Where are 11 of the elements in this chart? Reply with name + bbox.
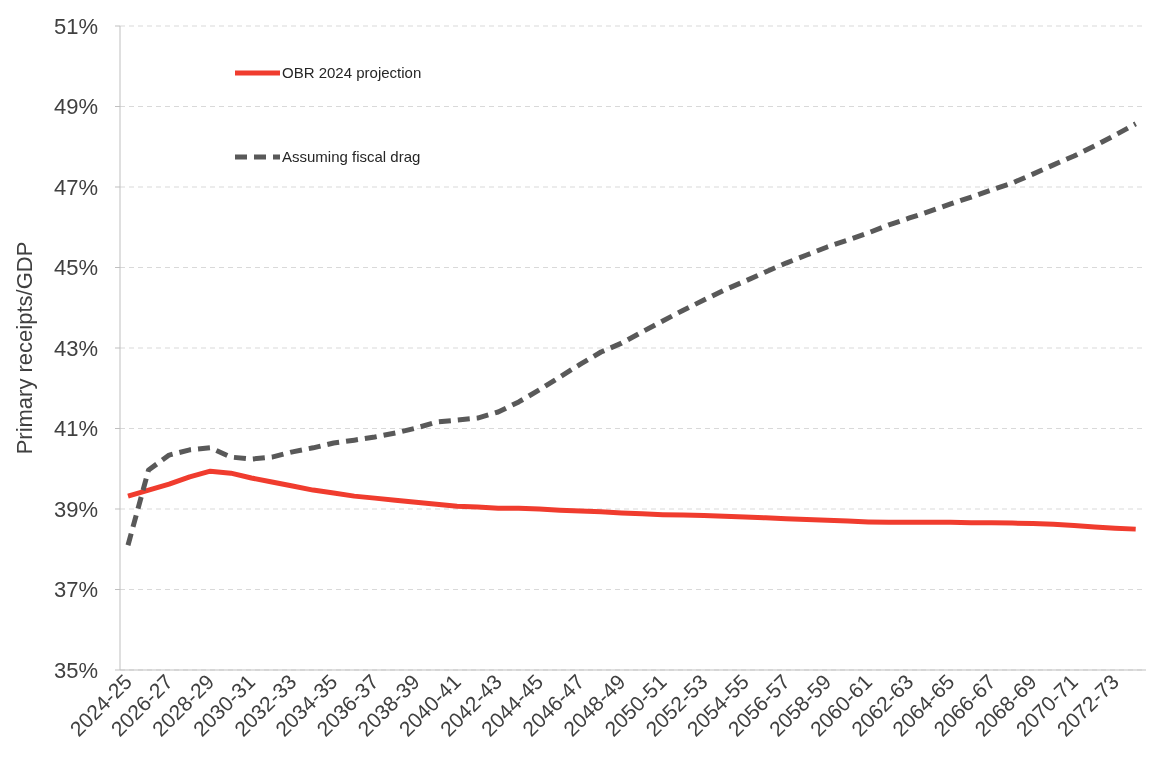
y-tick-label: 47% <box>53 174 98 200</box>
y-tick-label: 41% <box>53 416 98 442</box>
legend-label: OBR 2024 projection <box>282 64 422 82</box>
y-tick-label: 49% <box>53 94 98 120</box>
y-tick-label: 37% <box>53 577 98 603</box>
y-tick-label: 43% <box>53 335 98 361</box>
legend-label: Assuming fiscal drag <box>282 148 421 166</box>
y-tick-label: 45% <box>53 255 98 281</box>
y-tick-label: 51% <box>53 13 98 39</box>
y-tick-label: 39% <box>53 496 98 522</box>
y-axis-title: Primary receipts/GDP <box>12 241 37 455</box>
